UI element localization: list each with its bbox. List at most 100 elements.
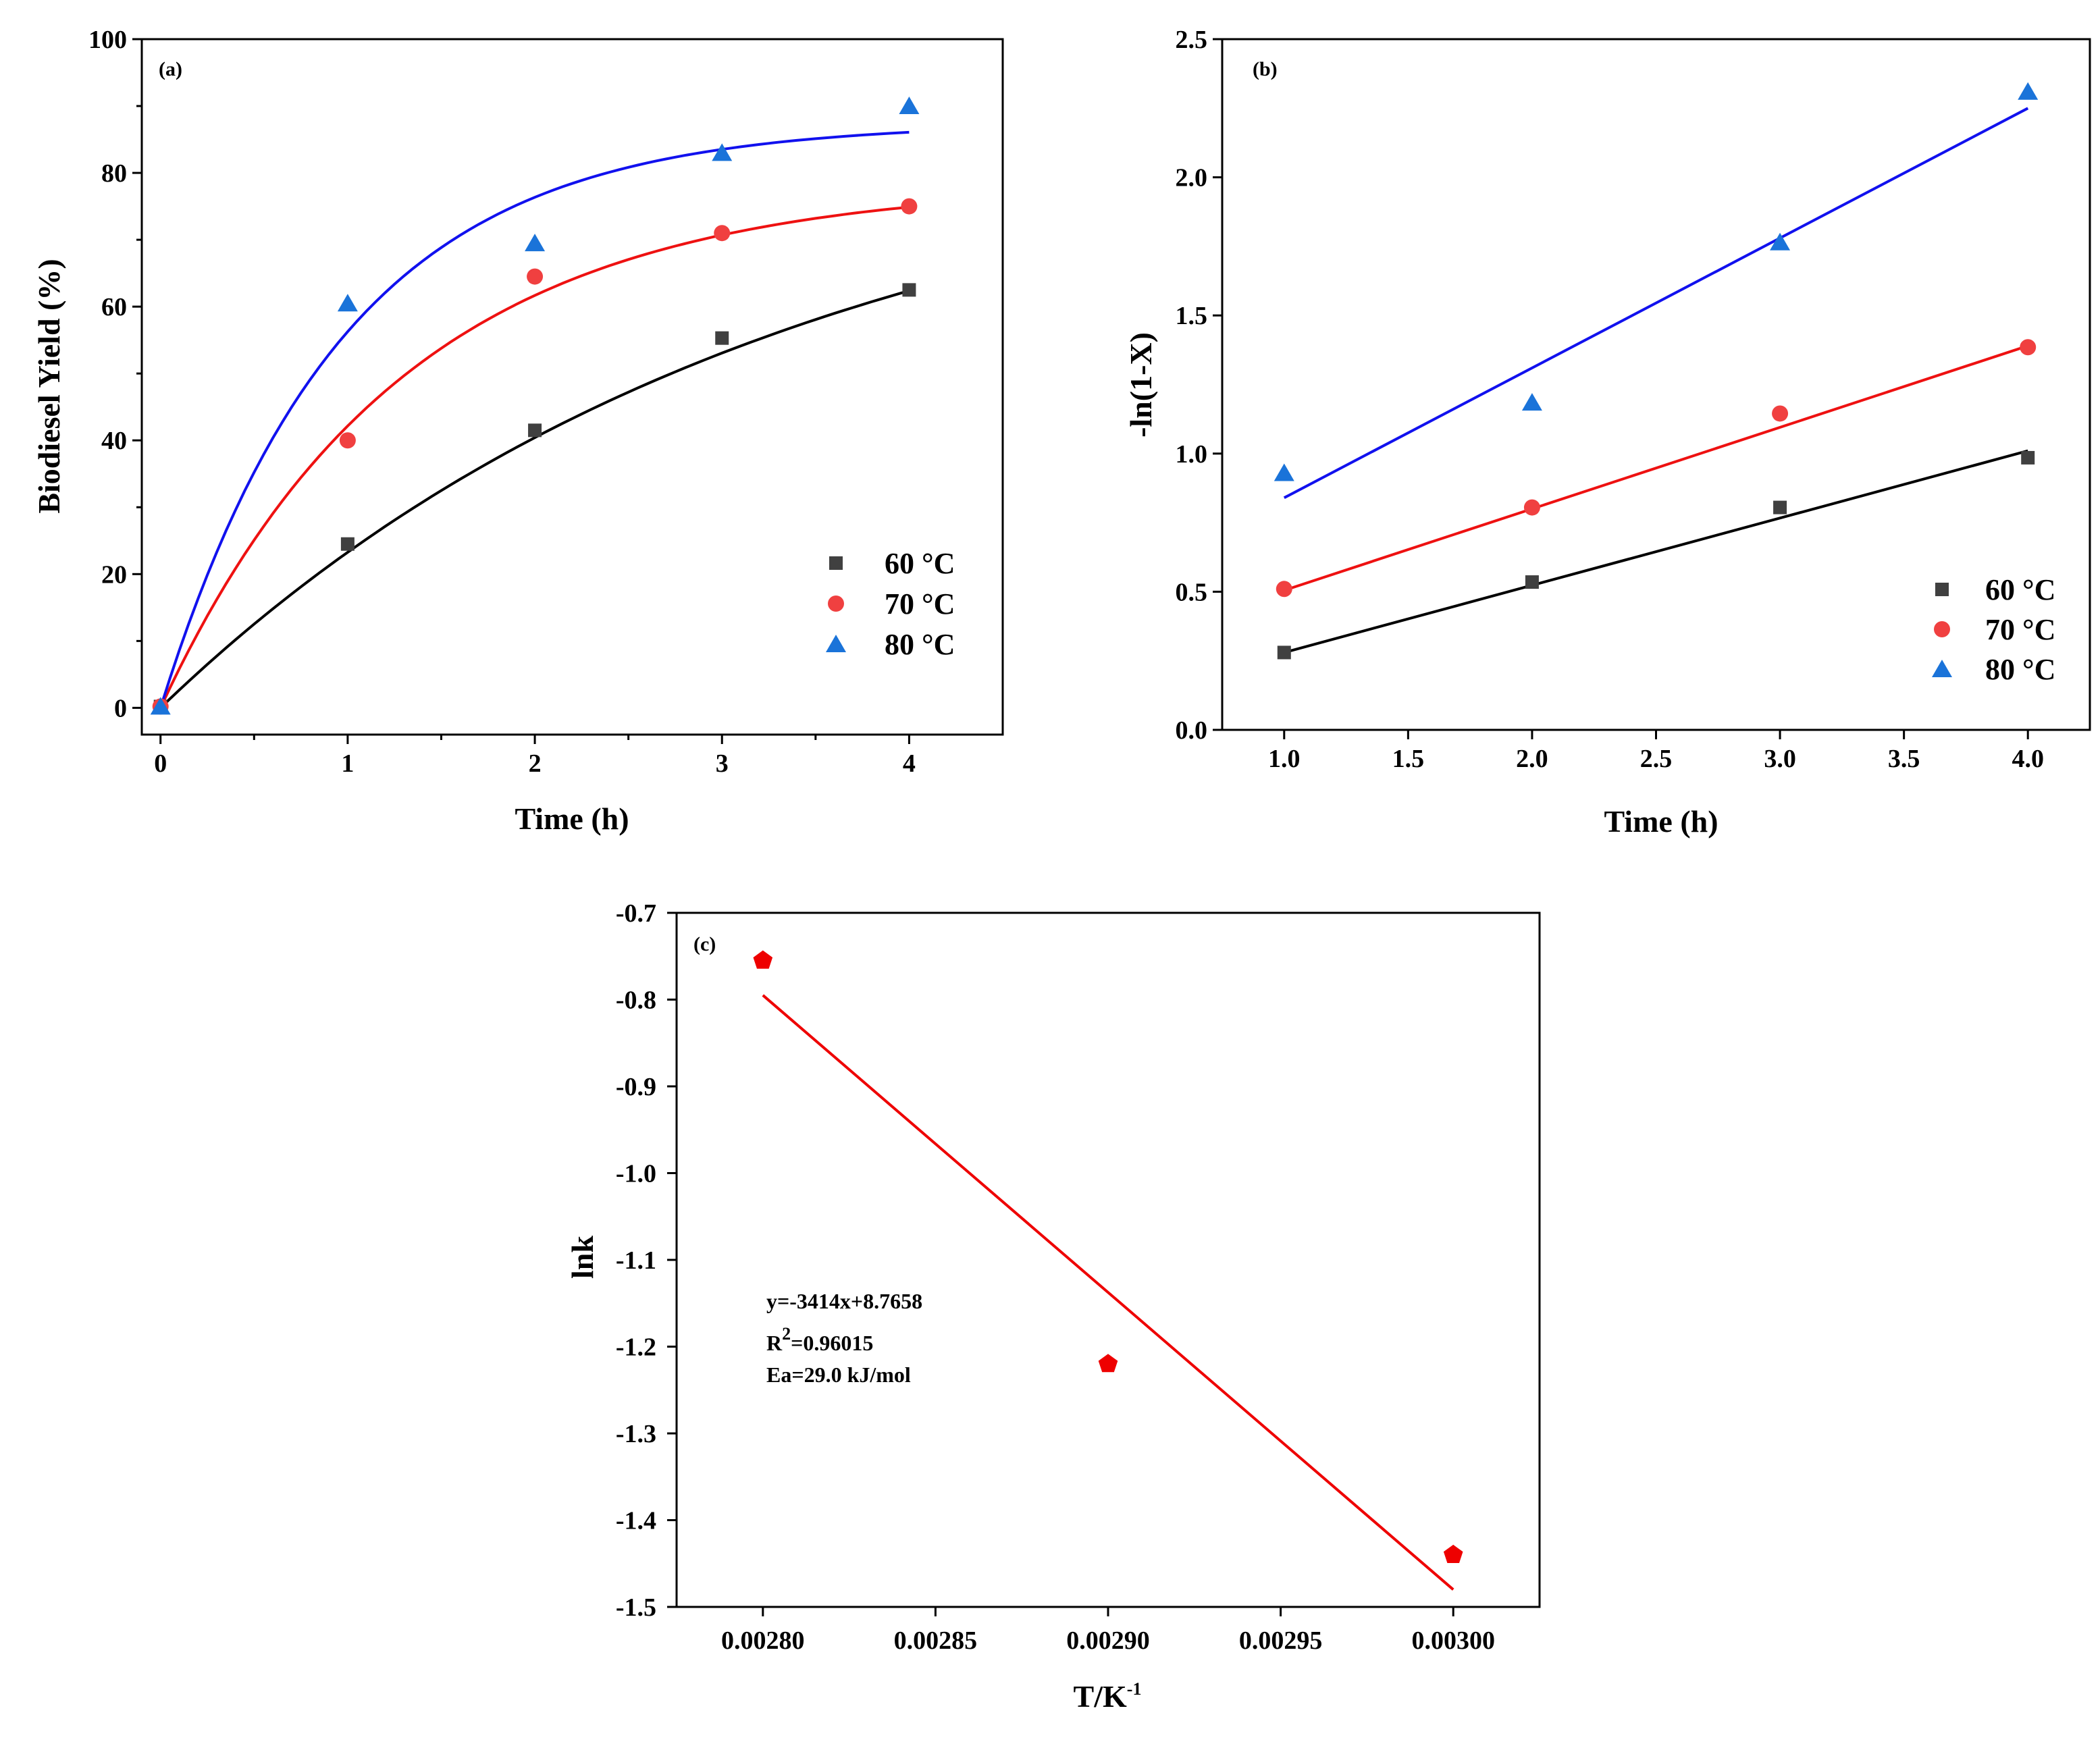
legend-label-b-70: 70 °C: [1985, 613, 2055, 646]
fits-c: [762, 994, 1454, 1591]
fit-line-c-0: [762, 994, 1454, 1591]
data-point-c-0: [753, 950, 773, 969]
y-tick-label-c: -1.2: [616, 1333, 656, 1362]
fit-line-b-1: [1284, 344, 2028, 592]
data-point-b-2: [1274, 463, 1294, 481]
x-tick-label-a: 2: [529, 749, 542, 778]
y-tick-label-c: -0.8: [616, 986, 656, 1015]
panel-label-a: (a): [159, 58, 182, 80]
x-axis-title-c: T/K-1: [1074, 1679, 1142, 1714]
x-tick-label-b: 2.5: [1640, 745, 1673, 773]
y-tick-label-a: 0: [114, 694, 127, 722]
y-tick-label-c: -1.4: [616, 1507, 656, 1535]
y-tick-label-c: -0.7: [616, 899, 656, 928]
ticks-c: 0.00280 0.00285 0.00290 0.00295 0.00300 -1.5 -…: [616, 899, 1495, 1655]
legend-label-b-80: 80 °C: [1985, 653, 2055, 686]
y-tick-label-c: -1.5: [616, 1593, 656, 1622]
panel-c: 0.00280 0.00285 0.00290 0.00295 0.00300 -1.5 -…: [565, 899, 1541, 1714]
data-point-a-2: [712, 143, 733, 161]
points-c: [753, 950, 1463, 1563]
data-point-b-1: [1276, 581, 1292, 598]
y-tick-label-c: -1.3: [616, 1420, 656, 1448]
data-point-b-2: [2018, 82, 2039, 100]
fit-line-a-2: [159, 130, 910, 709]
panel-label-b: (b): [1253, 58, 1278, 80]
fits-a: [159, 130, 910, 709]
plot-frame-a: [140, 38, 1004, 736]
x-tick-label-c: 0.00280: [721, 1626, 805, 1655]
ticks-b: 1.0 1.5 2.0 2.5 3.0 3.5 4.0 0.0 0.5 1.0 1.5 2.0 2.5: [1176, 26, 2044, 773]
x-axis-title-c-superscript: -1: [1127, 1679, 1142, 1699]
panel-label-c: (c): [693, 933, 716, 955]
data-point-a-1: [339, 432, 356, 449]
panel-b: 1.0 1.5 2.0 2.5 3.0 3.5 4.00.00.51.01.52.02.5 …: [1124, 26, 2091, 839]
x-tick-label-b: 1.5: [1392, 745, 1425, 773]
activation-energy: Ea=29.0 kJ/mol: [766, 1363, 911, 1387]
data-point-a-0: [340, 537, 355, 551]
data-point-b-1: [2020, 339, 2037, 356]
data-point-a-2: [525, 234, 546, 252]
legend-label-b-60: 60 °C: [1985, 573, 2055, 606]
y-tick-label-b: 2.5: [1176, 26, 1208, 54]
fit-line-a-0: [159, 289, 910, 709]
y-axis-title-c: lnk: [565, 1236, 600, 1279]
data-point-a-2: [899, 97, 920, 115]
y-tick-label-c: -1.1: [616, 1246, 656, 1275]
data-point-b-2: [1521, 393, 1542, 411]
x-tick-label-c: 0.00290: [1066, 1626, 1150, 1655]
data-point-b-0: [1277, 645, 1291, 660]
x-tick-label-a: 3: [716, 749, 729, 778]
y-tick-label-b: 0.0: [1176, 716, 1208, 745]
points-b: [1274, 82, 2039, 660]
data-point-a-1: [901, 198, 918, 215]
data-point-a-1: [714, 225, 731, 242]
r-squared-superscript: 2: [782, 1324, 791, 1344]
y-axis-title-a: Biodiesel Yield (%): [32, 259, 66, 513]
data-point-b-2: [1770, 232, 1791, 250]
r-squared: R2=0.96015: [766, 1324, 873, 1355]
fit-line-b-0: [1284, 449, 2028, 654]
x-tick-label-c: 0.00285: [894, 1626, 978, 1655]
x-tick-label-b: 3.5: [1888, 745, 1920, 773]
x-axis-title-c-base: T/K: [1074, 1679, 1127, 1714]
y-tick-label-a: 40: [101, 427, 127, 455]
x-tick-label-a: 4: [903, 749, 916, 778]
data-point-a-0: [715, 331, 729, 345]
legend-marker-a-70: [828, 596, 844, 612]
x-axis-title-b: Time (h): [1604, 804, 1718, 839]
y-tick-label-b: 1.5: [1176, 302, 1208, 330]
x-tick-label-b: 2.0: [1516, 745, 1548, 773]
r-squared-prefix: R: [766, 1331, 783, 1355]
legend-marker-a-60: [829, 556, 843, 570]
data-point-b-0: [1525, 575, 1539, 589]
x-tick-label-b: 4.0: [2012, 745, 2044, 773]
y-tick-label-b: 0.5: [1176, 578, 1208, 606]
legend-marker-a-80: [826, 635, 846, 652]
fit-line-b-2: [1283, 107, 2029, 500]
x-tick-label-b: 1.0: [1268, 745, 1301, 773]
y-tick-label-c: -1.0: [616, 1160, 656, 1188]
data-point-a-2: [150, 697, 171, 715]
fits-b: [1283, 107, 2029, 654]
y-tick-label-b: 1.0: [1176, 440, 1208, 469]
legend-label-a-80: 80 °C: [885, 628, 955, 661]
fit-equation: y=-3414x+8.7658: [766, 1289, 922, 1313]
y-tick-label-a: 80: [101, 159, 127, 188]
x-axis-title-a: Time (h): [515, 801, 629, 836]
y-axis-title-b: -ln(1-X): [1124, 332, 1158, 438]
legend-marker-b-70: [1934, 621, 1950, 637]
y-tick-label-a: 20: [101, 560, 127, 589]
data-point-a-2: [337, 294, 358, 312]
fit-line-a-1: [159, 205, 910, 709]
data-point-b-1: [1523, 499, 1540, 516]
legend-a: 60 °C 70 °C 80 °C: [826, 547, 955, 661]
data-point-a-0: [528, 423, 542, 438]
data-point-b-0: [1773, 500, 1787, 514]
data-point-a-0: [902, 283, 916, 297]
y-tick-label-a: 60: [101, 293, 127, 321]
legend-marker-b-60: [1935, 583, 1949, 596]
data-point-c-0: [1443, 1544, 1463, 1563]
